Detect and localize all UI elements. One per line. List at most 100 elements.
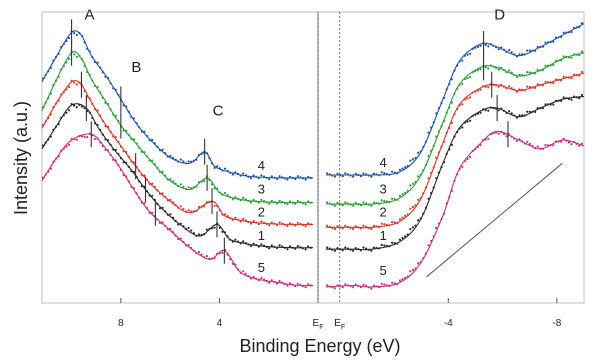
series-5-points-left: [41, 132, 312, 289]
data-point: [463, 77, 466, 81]
data-point: [380, 171, 383, 174]
data-point: [560, 140, 563, 143]
data-point: [536, 68, 539, 71]
data-point: [242, 172, 245, 175]
data-point: [375, 202, 378, 205]
data-point: [443, 140, 446, 143]
data-point: [492, 83, 495, 86]
series-label-2-right: 2: [380, 205, 387, 220]
data-point: [265, 222, 268, 225]
data-point: [388, 284, 391, 287]
data-point: [187, 243, 190, 246]
data-point: [301, 285, 305, 288]
data-point: [445, 202, 448, 205]
data-point: [145, 190, 149, 193]
data-point: [346, 247, 349, 250]
data-point: [484, 85, 487, 88]
data-point: [265, 245, 268, 248]
data-point: [195, 185, 198, 188]
data-point: [41, 123, 45, 127]
data-point: [122, 174, 125, 177]
data-point: [226, 235, 229, 238]
data-point: [252, 275, 255, 279]
data-point: [195, 234, 198, 237]
data-point: [88, 73, 91, 76]
data-point: [166, 155, 169, 158]
data-point: [404, 214, 407, 217]
data-point: [450, 101, 453, 104]
data-point: [132, 138, 136, 141]
data-point: [96, 86, 99, 89]
data-point: [359, 249, 362, 252]
data-point: [352, 175, 355, 178]
data-point: [575, 53, 578, 56]
data-point: [578, 54, 581, 57]
data-point: [432, 186, 435, 189]
data-point: [518, 88, 521, 91]
data-point: [440, 125, 443, 128]
data-point: [190, 246, 193, 250]
data-point: [135, 142, 138, 145]
data-point: [367, 174, 370, 177]
data-point: [391, 197, 394, 200]
data-point: [213, 204, 216, 207]
data-point: [278, 199, 281, 202]
data-point: [109, 108, 112, 111]
data-point: [534, 147, 537, 150]
data-point: [476, 145, 479, 149]
data-point: [145, 178, 149, 181]
data-point: [515, 90, 519, 93]
data-point: [83, 41, 86, 44]
data-point: [567, 31, 571, 34]
data-point: [104, 138, 107, 141]
data-point: [99, 128, 102, 131]
data-point: [414, 267, 417, 270]
data-point: [195, 209, 198, 213]
data-point: [57, 123, 60, 126]
data-point: [383, 199, 386, 202]
data-point: [229, 216, 232, 220]
series-3-line-right: [326, 52, 585, 206]
data-point: [523, 89, 526, 92]
data-point: [109, 143, 112, 146]
data-point: [492, 107, 495, 110]
data-point: [255, 221, 258, 224]
data-point: [562, 55, 565, 58]
data-point: [484, 109, 487, 112]
data-point: [354, 247, 357, 250]
data-point: [132, 187, 136, 190]
data-point: [223, 167, 227, 170]
data-point: [331, 286, 334, 289]
data-point: [78, 135, 81, 138]
data-point: [96, 61, 99, 64]
data-point: [286, 224, 289, 228]
data-point: [534, 110, 537, 113]
data-point: [57, 75, 60, 78]
data-point: [229, 258, 232, 261]
data-point: [380, 222, 383, 225]
data-point: [508, 69, 511, 72]
data-point: [184, 210, 188, 213]
data-point: [411, 182, 414, 185]
data-point: [166, 199, 169, 202]
series-4-points-right: [326, 22, 584, 178]
data-point: [49, 167, 52, 170]
data-point: [213, 256, 216, 260]
data-point: [502, 109, 505, 112]
data-point: [140, 185, 143, 188]
data-point: [401, 278, 404, 281]
data-point: [463, 121, 466, 124]
data-point: [231, 240, 234, 243]
data-point: [104, 75, 107, 78]
data-point: [393, 198, 396, 201]
data-point: [458, 60, 461, 63]
data-point: [448, 106, 451, 109]
data-point: [336, 284, 339, 287]
data-point: [273, 176, 276, 179]
data-point: [67, 109, 71, 112]
data-point: [283, 246, 286, 249]
data-point: [336, 201, 339, 205]
data-point: [96, 109, 99, 112]
data-point: [52, 128, 55, 131]
